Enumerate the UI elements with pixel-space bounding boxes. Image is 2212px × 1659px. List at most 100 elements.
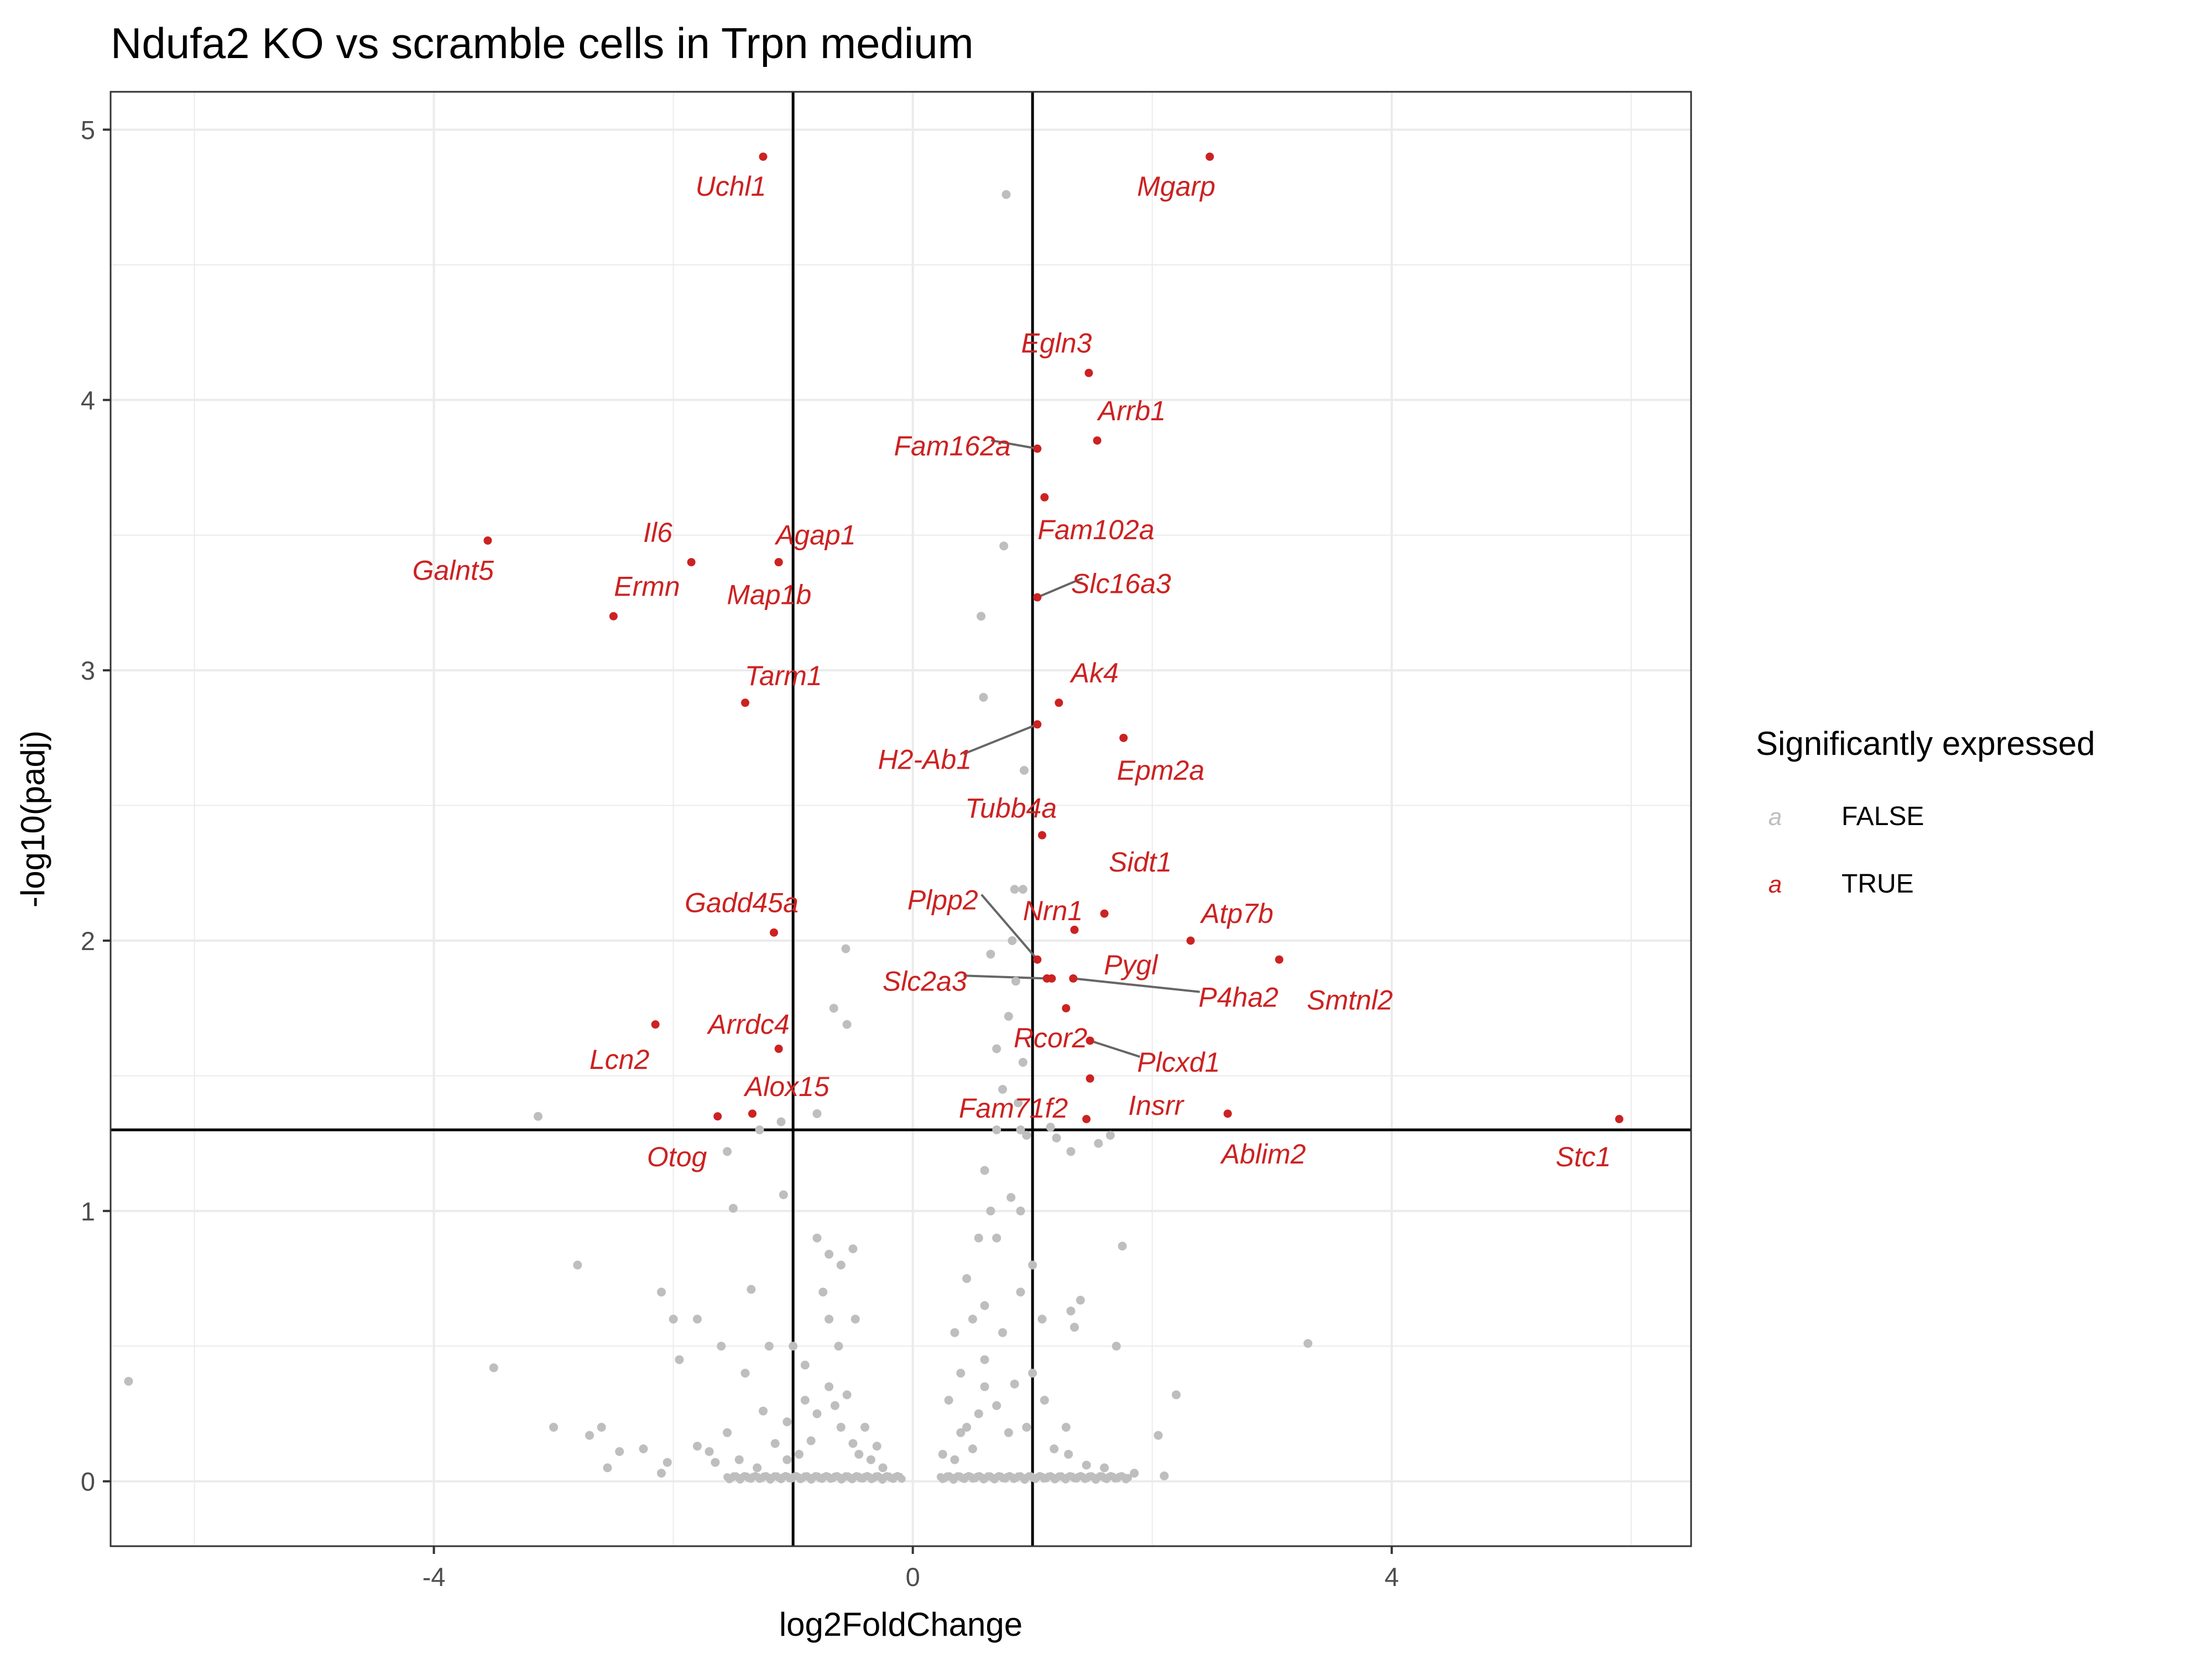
- gene-label: Ermn: [614, 571, 680, 602]
- point-not-significant: [992, 1401, 1001, 1410]
- point-not-significant: [825, 1382, 834, 1391]
- threshold-lines: [111, 92, 1691, 1546]
- point-not-significant: [692, 1314, 702, 1324]
- gene-label: H2-Ab1: [878, 744, 972, 775]
- point-not-significant: [1112, 1342, 1121, 1351]
- gene-label: Pygl: [1104, 950, 1159, 980]
- point-not-significant: [1001, 190, 1011, 199]
- point-not-significant: [1061, 1422, 1071, 1432]
- point-not-significant: [1052, 1133, 1061, 1142]
- point-significant: [741, 698, 750, 707]
- point-significant: [1119, 733, 1128, 742]
- axes: -4 0 4 0 1 2 3 4 5: [81, 115, 1399, 1592]
- point-not-significant: [740, 1369, 750, 1378]
- point-not-significant: [1004, 1011, 1013, 1021]
- point-not-significant: [1008, 936, 1017, 945]
- point-not-significant: [656, 1469, 666, 1478]
- gene-label: Uchl1: [696, 171, 766, 202]
- point-not-significant: [872, 1442, 881, 1451]
- gene-label: Arrb1: [1097, 395, 1166, 426]
- gene-label: Atp7b: [1199, 898, 1274, 929]
- point-significant: [1275, 955, 1284, 964]
- point-not-significant: [764, 1342, 774, 1351]
- y-axis-title: -log10(padj): [14, 731, 51, 907]
- point-not-significant: [848, 1439, 858, 1448]
- gene-label: P4ha2: [1198, 982, 1279, 1013]
- point-not-significant: [1124, 1474, 1132, 1482]
- y-tick-label: 5: [81, 115, 95, 144]
- point-not-significant: [962, 1274, 972, 1284]
- label-segment: [1037, 577, 1083, 598]
- point-not-significant: [675, 1355, 684, 1364]
- point-not-significant: [489, 1363, 498, 1373]
- label-segment: [990, 439, 1038, 450]
- label-segment: [1089, 1039, 1140, 1058]
- point-not-significant: [962, 1422, 972, 1432]
- point-not-significant: [794, 1449, 804, 1459]
- gene-label: Il6: [643, 517, 672, 548]
- label-segment: [963, 723, 1038, 755]
- point-not-significant: [818, 1287, 828, 1297]
- y-tick-label: 3: [81, 656, 95, 685]
- point-not-significant: [950, 1328, 959, 1337]
- point-not-significant: [842, 1390, 852, 1400]
- point-not-significant: [1040, 1396, 1049, 1405]
- gene-labels: Uchl1 Mgarp Egln3 Arrb1 Fam162a Fam102a Galnt5…: [413, 171, 1611, 1172]
- legend-label-false: FALSE: [1841, 802, 1924, 831]
- point-not-significant: [812, 1233, 822, 1243]
- point-not-significant: [848, 1244, 858, 1254]
- gene-label: Mgarp: [1137, 171, 1215, 202]
- point-not-significant: [1066, 1147, 1076, 1156]
- point-not-significant: [1082, 1460, 1091, 1470]
- point-not-significant: [776, 1117, 786, 1126]
- point-significant: [1206, 152, 1214, 161]
- point-significant: [713, 1112, 722, 1121]
- point-significant: [483, 536, 492, 545]
- point-not-significant: [860, 1422, 870, 1432]
- point-significant: [769, 928, 778, 937]
- gene-label: Epm2a: [1117, 755, 1204, 786]
- point-significant: [774, 1045, 783, 1053]
- point-not-significant: [533, 1112, 542, 1121]
- point-not-significant: [1105, 1130, 1115, 1140]
- point-not-significant: [1100, 1463, 1109, 1473]
- point-not-significant: [944, 1396, 953, 1405]
- point-not-significant: [723, 1428, 732, 1437]
- gene-label: Slc2a3: [883, 966, 967, 997]
- point-not-significant: [834, 1342, 843, 1351]
- legend-key-false: a: [1768, 804, 1782, 831]
- point-not-significant: [979, 693, 988, 702]
- point-not-significant: [734, 1455, 744, 1464]
- point-not-significant: [1004, 1428, 1013, 1437]
- point-not-significant: [998, 1328, 1008, 1337]
- gene-label: Map1b: [727, 579, 811, 610]
- point-not-significant: [1022, 1130, 1031, 1140]
- point-not-significant: [124, 1376, 133, 1386]
- point-not-significant: [779, 1190, 788, 1199]
- point-not-significant: [1064, 1449, 1073, 1459]
- point-not-significant: [1070, 1323, 1079, 1332]
- point-significant: [748, 1109, 757, 1118]
- point-not-significant: [980, 1301, 989, 1310]
- point-significant: [1186, 936, 1195, 945]
- point-not-significant: [968, 1444, 977, 1454]
- gene-label: Insrr: [1128, 1090, 1185, 1121]
- point-not-significant: [770, 1439, 780, 1448]
- label-segment: [963, 974, 1047, 980]
- point-significant: [1037, 831, 1046, 839]
- point-not-significant: [986, 1206, 995, 1215]
- gene-label: Tarm1: [745, 660, 822, 691]
- point-not-significant: [898, 1475, 906, 1483]
- point-significant: [1084, 368, 1093, 377]
- x-tick-label: 0: [906, 1562, 920, 1592]
- point-not-significant: [549, 1422, 559, 1432]
- point-significant: [774, 558, 783, 567]
- point-not-significant: [603, 1463, 612, 1473]
- point-not-significant: [829, 1004, 838, 1013]
- point-significant: [1086, 1036, 1094, 1045]
- point-not-significant: [992, 1125, 1001, 1135]
- point-not-significant: [1303, 1339, 1313, 1348]
- point-not-significant: [723, 1147, 732, 1156]
- point-significant: [1033, 720, 1042, 729]
